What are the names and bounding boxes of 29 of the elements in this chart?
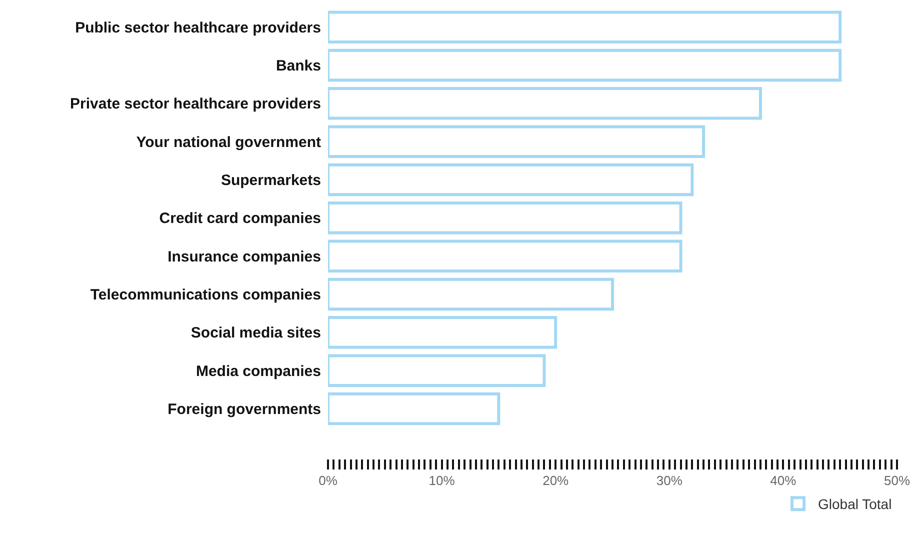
bar xyxy=(328,87,762,120)
x-tick-label: 10% xyxy=(428,473,456,488)
y-tick-label: Public sector healthcare providers xyxy=(75,19,321,36)
bar xyxy=(328,278,614,311)
x-tick-label: 50% xyxy=(884,473,910,488)
y-tick-label: Credit card companies xyxy=(159,210,321,228)
x-tick-label: 20% xyxy=(542,473,570,488)
y-tick-label: Private sector healthcare providers xyxy=(70,96,321,113)
x-tick-label: 0% xyxy=(318,473,338,488)
y-tick-label: Social media sites xyxy=(190,324,321,342)
bar xyxy=(328,48,842,82)
y-tick-label: Media companies xyxy=(196,362,321,380)
y-tick-label: Foreign governments xyxy=(168,401,321,418)
y-tick-label: Supermarkets xyxy=(220,172,321,189)
legend-label: Global Total xyxy=(818,496,892,512)
y-tick-label: Your national government xyxy=(136,134,321,151)
bar xyxy=(328,163,694,196)
y-tick-label: Insurance companies xyxy=(168,248,321,266)
bar xyxy=(328,125,706,158)
x-tick-label: 40% xyxy=(770,473,797,488)
bar xyxy=(328,240,682,272)
bar xyxy=(328,354,546,387)
x-tick-label: 30% xyxy=(656,473,683,488)
bar xyxy=(328,10,842,44)
y-tick-label: Banks xyxy=(276,58,321,74)
bar xyxy=(328,202,682,234)
bar xyxy=(328,392,500,426)
y-tick-label: Telecommunications companies xyxy=(90,286,321,304)
bar xyxy=(328,316,558,349)
